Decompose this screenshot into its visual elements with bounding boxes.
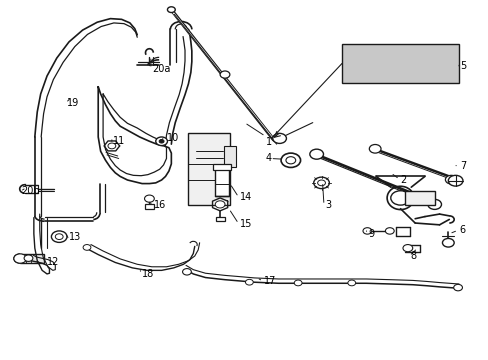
Circle shape xyxy=(347,280,355,286)
Bar xyxy=(20,254,43,263)
Circle shape xyxy=(220,71,229,78)
Text: 14: 14 xyxy=(239,192,251,202)
Bar xyxy=(215,217,224,221)
Circle shape xyxy=(159,139,163,143)
Text: 6: 6 xyxy=(458,225,464,235)
Bar xyxy=(341,44,458,83)
Circle shape xyxy=(245,279,253,285)
Circle shape xyxy=(108,143,116,149)
Bar xyxy=(145,204,154,209)
Circle shape xyxy=(294,280,302,286)
Bar xyxy=(215,169,228,196)
Circle shape xyxy=(272,134,286,143)
Circle shape xyxy=(24,255,33,261)
Text: 4: 4 xyxy=(264,153,271,163)
Circle shape xyxy=(313,177,329,189)
Text: 3: 3 xyxy=(325,200,330,210)
Text: 19: 19 xyxy=(66,98,79,108)
Text: 18: 18 xyxy=(142,269,154,279)
Bar xyxy=(405,191,434,205)
Text: 17: 17 xyxy=(264,276,276,286)
Circle shape xyxy=(442,238,453,247)
Text: 20a: 20a xyxy=(152,64,170,74)
Bar xyxy=(213,164,230,170)
Circle shape xyxy=(445,175,456,184)
Circle shape xyxy=(51,231,67,242)
Circle shape xyxy=(281,153,300,167)
Circle shape xyxy=(402,244,412,252)
Circle shape xyxy=(317,180,325,186)
Circle shape xyxy=(215,201,224,208)
Circle shape xyxy=(14,254,26,263)
Text: 1: 1 xyxy=(266,137,272,147)
Circle shape xyxy=(368,144,380,153)
Circle shape xyxy=(55,234,63,239)
Text: 2: 2 xyxy=(400,175,406,185)
Text: 5: 5 xyxy=(459,61,466,71)
Text: 7: 7 xyxy=(459,161,466,171)
Bar xyxy=(224,146,236,167)
Text: 12: 12 xyxy=(47,257,59,267)
Text: 8: 8 xyxy=(409,251,416,261)
Circle shape xyxy=(447,175,462,186)
Circle shape xyxy=(362,228,371,234)
Text: 16: 16 xyxy=(154,200,166,210)
Text: 20b: 20b xyxy=(21,186,40,197)
Circle shape xyxy=(427,199,441,210)
Circle shape xyxy=(144,195,154,202)
Circle shape xyxy=(182,269,191,275)
Circle shape xyxy=(167,7,175,13)
Text: 15: 15 xyxy=(239,219,251,229)
Text: 9: 9 xyxy=(368,229,374,239)
Text: 10: 10 xyxy=(166,133,179,143)
Text: 13: 13 xyxy=(69,232,81,242)
Bar xyxy=(188,134,229,205)
Text: 11: 11 xyxy=(113,136,125,145)
Circle shape xyxy=(385,228,393,234)
Circle shape xyxy=(285,157,295,164)
Circle shape xyxy=(309,149,323,159)
Circle shape xyxy=(83,244,91,250)
Circle shape xyxy=(156,137,167,145)
Circle shape xyxy=(390,191,409,205)
Circle shape xyxy=(453,284,462,291)
